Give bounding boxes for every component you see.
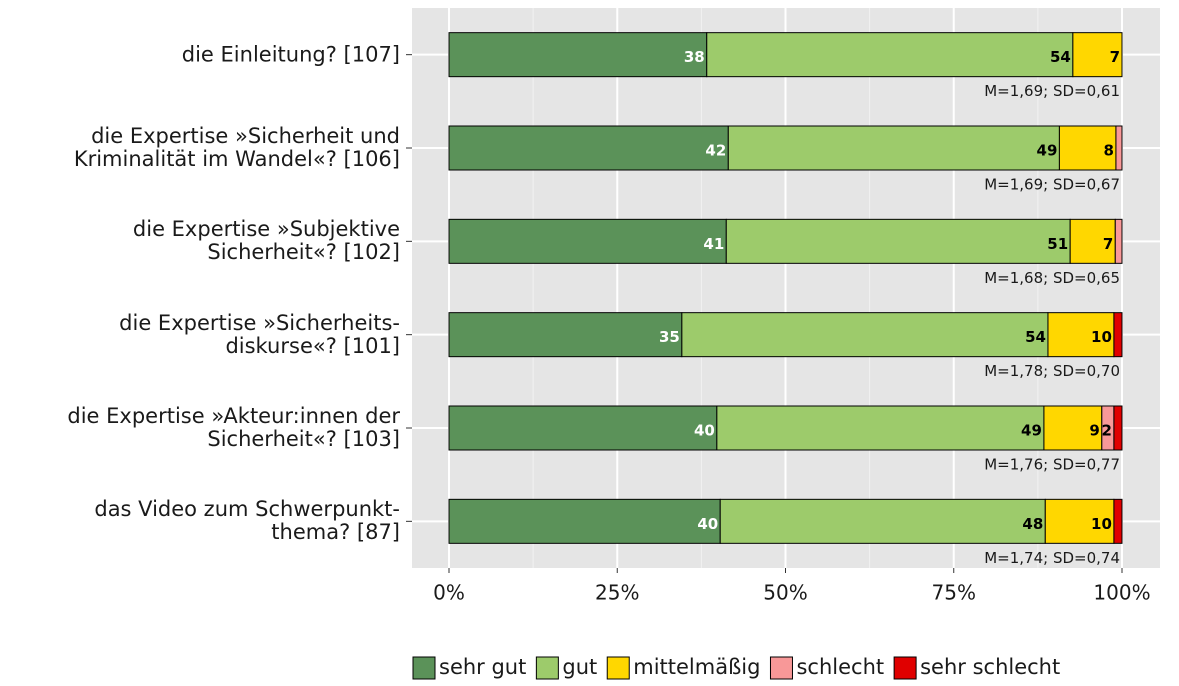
- y-tick-label: die Expertise »Sicherheits- diskurse«? […: [119, 310, 400, 358]
- legend-swatch: [412, 656, 436, 680]
- data-label: 9: [1089, 422, 1099, 440]
- data-label: 54: [1050, 48, 1071, 66]
- data-label: 38: [684, 48, 705, 66]
- annotation: M=1,74; SD=0,74: [984, 549, 1120, 567]
- y-tick-label: die Expertise »Subjektive Sicherheit«? […: [132, 217, 400, 265]
- annotation: M=1,69; SD=0,67: [984, 176, 1120, 194]
- bar-segment: [1113, 498, 1123, 544]
- data-label: 7: [1110, 48, 1120, 66]
- bar-segment: [1072, 32, 1123, 78]
- bar-segment: [448, 498, 721, 544]
- data-label: 35: [659, 328, 680, 346]
- legend-swatch: [606, 656, 630, 680]
- data-label: 40: [697, 515, 718, 533]
- bar-segment: [681, 312, 1049, 358]
- annotation: M=1,78; SD=0,70: [984, 362, 1120, 380]
- x-tick-label: 50%: [763, 581, 807, 605]
- y-tick-label: die Expertise »Akteur:innen der Sicherhe…: [67, 404, 400, 451]
- data-label: 40: [694, 422, 715, 440]
- data-label: 48: [1022, 515, 1043, 533]
- bar-segment: [1114, 218, 1123, 264]
- data-label: 49: [1037, 142, 1058, 160]
- x-tick-label: 25%: [595, 581, 639, 605]
- annotation: M=1,76; SD=0,77: [984, 456, 1120, 474]
- legend-label: sehr schlecht: [920, 655, 1060, 679]
- bar-segment: [719, 498, 1046, 544]
- legend-swatch: [769, 656, 793, 680]
- data-label: 10: [1091, 515, 1112, 533]
- y-tick-label: die Einleitung? [107]: [181, 42, 400, 67]
- x-tick-label: 100%: [1093, 581, 1150, 605]
- data-label: 10: [1091, 328, 1112, 346]
- bar-segment: [1047, 312, 1115, 358]
- legend-swatch: [893, 656, 917, 680]
- bar-segment: [448, 405, 718, 451]
- bar-segment: [1113, 405, 1123, 451]
- legend-label: gut: [562, 655, 597, 679]
- bar-segment: [725, 218, 1071, 264]
- data-label: 41: [703, 235, 724, 253]
- bar-segment: [706, 32, 1074, 78]
- bar-segment: [1058, 125, 1117, 171]
- data-label: 54: [1025, 328, 1046, 346]
- x-tick-label: 75%: [932, 581, 976, 605]
- data-label: 49: [1021, 422, 1042, 440]
- bar-segment: [448, 218, 727, 264]
- legend-label: sehr gut: [439, 655, 526, 679]
- bar-segment: [448, 32, 708, 78]
- data-label: 42: [705, 142, 726, 160]
- y-tick-label: das Video zum Schwerpunkt- thema? [87]: [94, 497, 400, 545]
- legend-swatch: [535, 656, 559, 680]
- bar-segment: [1043, 405, 1103, 451]
- data-label: 51: [1047, 235, 1068, 253]
- bar-segment: [1069, 218, 1116, 264]
- legend-label: mittelmäßig: [633, 655, 760, 679]
- legend-label: schlecht: [796, 655, 884, 679]
- annotation: M=1,68; SD=0,65: [984, 269, 1120, 287]
- y-tick-label: die Expertise »Sicherheit und Kriminalit…: [73, 124, 400, 171]
- bar-segment: [1044, 498, 1115, 544]
- bar-segment: [448, 125, 729, 171]
- data-label: 8: [1104, 142, 1114, 160]
- data-label: 2: [1101, 422, 1111, 440]
- bar-segment: [727, 125, 1060, 171]
- bar-segment: [716, 405, 1045, 451]
- x-tick-label: 0%: [433, 581, 465, 605]
- bar-segment: [1115, 125, 1123, 171]
- bar-segment: [448, 312, 683, 358]
- data-label: 7: [1103, 235, 1113, 253]
- bar-segment: [1113, 312, 1123, 358]
- annotation: M=1,69; SD=0,61: [984, 82, 1120, 100]
